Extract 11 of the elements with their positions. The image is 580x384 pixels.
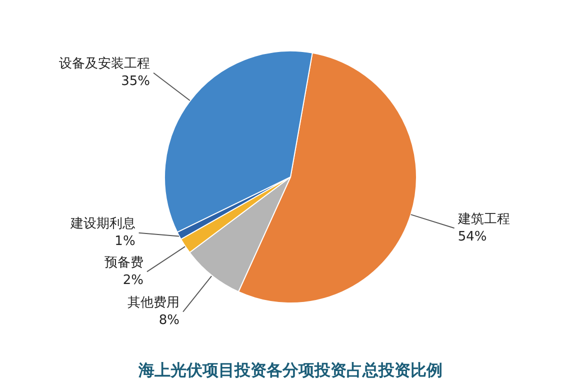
slice-label: 其他费用 [128, 295, 180, 310]
data-label: 1% [114, 234, 136, 250]
slice-label: 预备费 [104, 255, 144, 270]
data-label: 2% [122, 273, 144, 288]
data-label: 54% [458, 229, 487, 244]
slice-label: 建筑工程 [456, 212, 510, 227]
data-label: 8% [158, 313, 180, 328]
slice-label: 设备及安装工程 [59, 56, 150, 72]
data-label: 35% [121, 74, 150, 90]
text: 海上光伏项目投资各分项投资占总投资比例 [138, 360, 442, 380]
slice-label: 建设期利息 [69, 216, 136, 232]
